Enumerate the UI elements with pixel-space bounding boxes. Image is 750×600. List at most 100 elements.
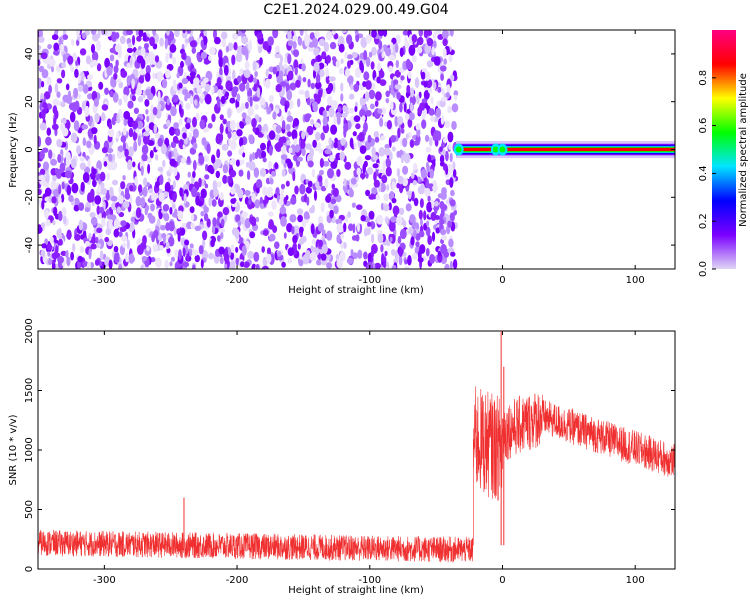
heatmap-cell bbox=[306, 125, 314, 136]
heatmap-cell bbox=[447, 220, 452, 228]
heatmap-cell bbox=[332, 187, 339, 197]
heatmap-cell bbox=[332, 82, 336, 94]
heatmap-cell bbox=[449, 212, 455, 221]
heatmap-cell bbox=[317, 54, 321, 62]
heatmap-cell bbox=[182, 132, 187, 139]
heatmap-cell bbox=[291, 226, 295, 235]
heatmap-cell bbox=[116, 131, 120, 139]
heatmap-cell bbox=[293, 117, 300, 127]
heatmap-cell bbox=[109, 54, 115, 62]
heatmap-cell bbox=[378, 147, 386, 157]
colorbar: 0.0 0.2 0.4 0.6 0.8 Normalized spectral ampl… bbox=[698, 30, 749, 277]
heatmap-cell bbox=[62, 127, 69, 137]
heatmap-cell bbox=[348, 223, 354, 231]
heatmap-cell bbox=[90, 43, 96, 54]
heatmap-cell bbox=[79, 156, 85, 162]
heatmap-cell bbox=[116, 112, 120, 124]
heatmap-cell bbox=[427, 195, 431, 202]
heatmap-cell bbox=[173, 122, 180, 129]
heatmap-cell bbox=[111, 31, 117, 42]
heatmap-cell bbox=[173, 226, 177, 236]
heatmap-cell bbox=[57, 153, 62, 163]
heatmap-cell bbox=[39, 122, 47, 131]
heatmap-cell bbox=[452, 161, 456, 170]
heatmap-cell bbox=[216, 96, 221, 108]
heatmap-cell bbox=[272, 111, 277, 120]
heatmap-cell bbox=[404, 259, 408, 265]
heatmap-cell bbox=[166, 98, 170, 106]
heatmap-cell bbox=[350, 177, 357, 185]
heatmap-cell bbox=[447, 105, 452, 114]
heatmap-cell bbox=[384, 250, 388, 257]
heatmap-cell bbox=[330, 161, 338, 169]
heatmap-cell bbox=[161, 233, 167, 239]
heatmap-cell bbox=[177, 210, 184, 221]
heatmap-cell bbox=[407, 71, 412, 79]
heatmap-cell bbox=[451, 120, 457, 130]
heatmap-cell bbox=[131, 35, 136, 46]
heatmap-cell bbox=[87, 93, 93, 100]
heatmap-cell bbox=[414, 77, 420, 89]
heatmap-cell bbox=[194, 225, 202, 231]
heatmap-cell bbox=[97, 184, 102, 193]
heatmap-cell bbox=[442, 38, 448, 47]
heatmap-cell bbox=[150, 257, 156, 263]
heatmap-cell bbox=[124, 192, 131, 200]
heatmap-cell bbox=[266, 253, 272, 264]
heatmap-cell bbox=[94, 195, 102, 205]
heatmap-cell bbox=[108, 121, 112, 131]
heatmap-cell bbox=[56, 138, 63, 148]
heatmap-cell bbox=[440, 115, 445, 125]
heatmap-cell bbox=[268, 222, 275, 230]
heatmap-cell bbox=[386, 184, 390, 191]
heatmap-cell bbox=[89, 262, 95, 269]
heatmap-cell bbox=[189, 95, 193, 105]
heatmap-cell bbox=[254, 71, 258, 78]
heatmap-cell bbox=[346, 54, 353, 60]
heatmap-cell bbox=[101, 146, 108, 154]
heatmap-cell bbox=[280, 145, 287, 155]
heatmap-cell bbox=[158, 192, 165, 203]
heatmap-cell bbox=[215, 170, 220, 179]
heatmap-cell bbox=[429, 254, 436, 264]
heatmap-cell bbox=[383, 262, 387, 269]
heatmap-cell bbox=[418, 230, 425, 238]
heatmap-cell bbox=[291, 129, 298, 140]
heatmap-cell bbox=[340, 233, 345, 239]
heatmap-cell bbox=[154, 154, 159, 161]
heatmap-cell bbox=[206, 218, 211, 228]
heatmap-cell bbox=[91, 51, 99, 62]
heatmap-cell bbox=[388, 54, 396, 61]
heatmap-cell bbox=[398, 183, 404, 194]
heatmap-cell bbox=[201, 137, 207, 146]
heatmap-cell bbox=[410, 102, 413, 112]
heatmap-cell bbox=[277, 250, 282, 257]
heatmap-cell bbox=[246, 81, 250, 92]
heatmap-cell bbox=[336, 223, 344, 233]
heatmap-cell bbox=[126, 239, 130, 250]
heatmap-cell bbox=[391, 146, 396, 152]
heatmap-cell bbox=[92, 179, 97, 188]
heatmap-cell bbox=[395, 60, 399, 68]
heatmap-cell bbox=[400, 154, 404, 164]
x-tick-label: 100 bbox=[626, 275, 645, 286]
heatmap-cell bbox=[383, 204, 390, 212]
heatmap-cell bbox=[389, 190, 395, 201]
heatmap-cell bbox=[440, 228, 447, 236]
heatmap-cell bbox=[403, 153, 411, 164]
heatmap-cell bbox=[353, 142, 357, 150]
heatmap-cell bbox=[367, 252, 372, 263]
signal-blob-core bbox=[455, 146, 462, 153]
heatmap-cell bbox=[444, 263, 450, 269]
heatmap-cell bbox=[200, 178, 205, 187]
heatmap-cell bbox=[425, 146, 432, 153]
heatmap-cell bbox=[289, 82, 297, 91]
heatmap-cell bbox=[56, 78, 63, 84]
heatmap-cell bbox=[99, 206, 105, 214]
heatmap-cell bbox=[253, 167, 260, 178]
heatmap-cell bbox=[321, 51, 327, 60]
heatmap-cell bbox=[439, 154, 445, 164]
heatmap-cell bbox=[229, 169, 237, 178]
heatmap-cell bbox=[67, 153, 71, 163]
heatmap-cell bbox=[138, 75, 145, 84]
